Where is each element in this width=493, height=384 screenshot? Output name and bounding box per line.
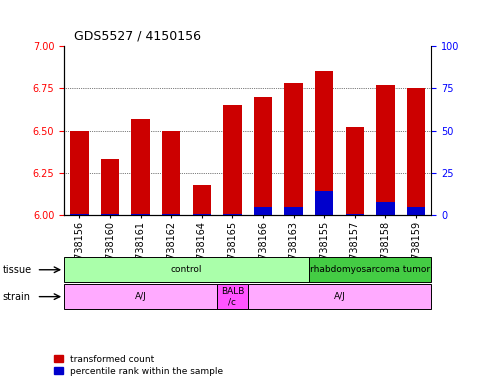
- Text: GDS5527 / 4150156: GDS5527 / 4150156: [74, 29, 201, 42]
- Bar: [223, 105, 242, 215]
- Bar: [162, 214, 180, 215]
- Bar: [376, 85, 394, 215]
- Bar: [64, 257, 309, 282]
- Bar: [284, 83, 303, 215]
- Bar: [217, 284, 247, 309]
- Legend: transformed count, percentile rank within the sample: transformed count, percentile rank withi…: [54, 355, 223, 376]
- Bar: [70, 214, 89, 215]
- Text: control: control: [171, 265, 202, 274]
- Text: rhabdomyosarcoma tumor: rhabdomyosarcoma tumor: [310, 265, 430, 274]
- Bar: [346, 127, 364, 215]
- Bar: [70, 131, 89, 215]
- Text: strain: strain: [2, 291, 31, 302]
- Text: A/J: A/J: [135, 292, 146, 301]
- Bar: [284, 207, 303, 215]
- Text: A/J: A/J: [334, 292, 346, 301]
- Text: tissue: tissue: [2, 265, 32, 275]
- Bar: [64, 284, 217, 309]
- Bar: [407, 88, 425, 215]
- Bar: [162, 131, 180, 215]
- Bar: [193, 214, 211, 215]
- Bar: [132, 214, 150, 215]
- Bar: [254, 207, 272, 215]
- Bar: [101, 214, 119, 215]
- Bar: [309, 257, 431, 282]
- Bar: [101, 159, 119, 215]
- Bar: [315, 191, 333, 215]
- Bar: [254, 97, 272, 215]
- Bar: [315, 71, 333, 215]
- Text: BALB
/c: BALB /c: [221, 287, 244, 306]
- Bar: [407, 207, 425, 215]
- Bar: [193, 185, 211, 215]
- Bar: [223, 214, 242, 215]
- Bar: [346, 214, 364, 215]
- Bar: [376, 202, 394, 215]
- Bar: [247, 284, 431, 309]
- Bar: [132, 119, 150, 215]
